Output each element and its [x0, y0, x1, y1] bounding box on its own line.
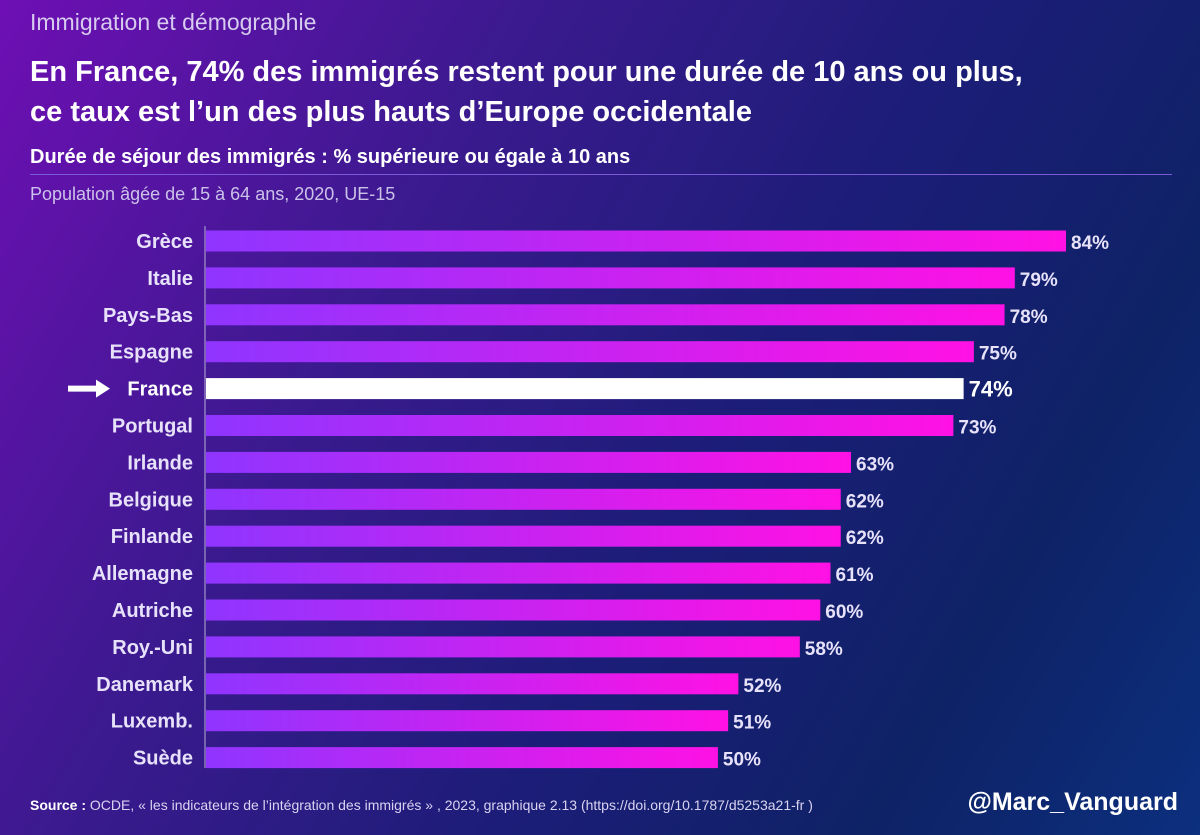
category-label-0: Grèce [136, 231, 193, 253]
category-label-5: Portugal [112, 416, 193, 438]
bar-4 [206, 378, 964, 400]
value-label-9: 61% [836, 565, 874, 586]
value-label-8: 62% [846, 528, 884, 549]
category-label-12: Danemark [96, 674, 194, 696]
source-label: Source : [30, 797, 87, 813]
author-handle: @Marc_Vanguard [967, 788, 1178, 816]
value-label-14: 50% [723, 750, 761, 771]
category-label-10: Autriche [112, 600, 193, 622]
bar-1 [206, 267, 1015, 289]
chart-title: En France, 74% des immigrés restent pour… [30, 52, 1023, 132]
category-label-8: Finlande [111, 526, 193, 548]
value-label-12: 52% [743, 676, 781, 697]
value-label-13: 51% [733, 713, 771, 734]
value-label-3: 75% [979, 344, 1017, 365]
category-label-9: Allemagne [92, 563, 193, 585]
divider [30, 174, 1172, 175]
bar-9 [206, 562, 831, 584]
bar-10 [206, 599, 821, 621]
bar-11 [206, 636, 800, 658]
bar-2 [206, 304, 1005, 326]
value-label-10: 60% [825, 602, 863, 623]
bar-14 [206, 747, 718, 769]
value-label-2: 78% [1010, 307, 1048, 328]
category-label-4: France [127, 379, 193, 401]
chart-note: Population âgée de 15 à 64 ans, 2020, UE… [30, 184, 396, 204]
chart-subtitle: Durée de séjour des immigrés : % supérie… [30, 146, 631, 168]
category-label-1: Italie [147, 268, 193, 290]
source-note: Source : OCDE, « les indicateurs de l’in… [30, 797, 813, 813]
bar-5 [206, 415, 954, 436]
category-label-6: Irlande [127, 452, 193, 474]
category-label-13: Luxemb. [111, 711, 193, 733]
bar-12 [206, 673, 739, 695]
highlight-arrow-icon [68, 379, 110, 398]
title-line-2: ce taux est l’un des plus hauts d’Europe… [30, 96, 752, 128]
value-label-7: 62% [846, 491, 884, 512]
category-label-11: Roy.-Uni [112, 637, 193, 659]
bar-8 [206, 525, 841, 547]
bar-0 [206, 230, 1066, 252]
kicker: Immigration et démographie [30, 9, 317, 35]
category-label-2: Pays-Bas [103, 305, 193, 327]
value-label-4: 74% [969, 377, 1013, 402]
value-label-5: 73% [958, 418, 996, 439]
category-label-14: Suède [133, 748, 193, 770]
bar-6 [206, 451, 851, 473]
category-label-3: Espagne [110, 342, 193, 364]
value-label-6: 63% [856, 454, 894, 475]
value-label-1: 79% [1020, 270, 1058, 291]
bar-3 [206, 341, 974, 363]
source-text: OCDE, « les indicateurs de l’intégration… [86, 797, 813, 813]
category-label-7: Belgique [109, 489, 193, 511]
value-label-11: 58% [805, 639, 843, 660]
bar-13 [206, 710, 729, 732]
bar-7 [206, 488, 841, 510]
value-label-0: 84% [1071, 233, 1109, 254]
title-line-1: En France, 74% des immigrés restent pour… [30, 56, 1023, 88]
